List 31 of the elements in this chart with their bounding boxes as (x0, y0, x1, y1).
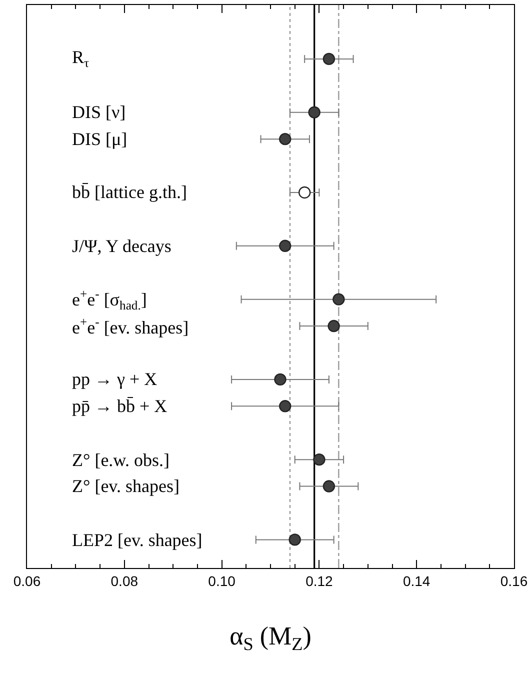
x-tick-label: 0.16 (500, 573, 528, 589)
point (313, 453, 326, 466)
y-tick-label: LEP2 [ev. shapes] (72, 530, 202, 550)
x-tick-label: 0.06 (13, 573, 41, 589)
x-tick-label: 0.14 (402, 573, 430, 589)
point (308, 106, 320, 118)
point (298, 186, 311, 199)
x-tick-label: 0.10 (208, 573, 236, 589)
point (279, 400, 292, 412)
y-tick-label: R$_{τ}$ (72, 47, 90, 70)
y-tick-label: J/Ψ, Υ decays (72, 236, 172, 256)
y-tick-label: Z° [e.w. obs.] (72, 450, 170, 470)
point (274, 373, 286, 386)
y-tick-label: DIS [μ] (72, 129, 128, 149)
x-tick-label: 0.08 (110, 573, 138, 589)
y-tick-label: e$^{+}$e$^{-}$ [ev. shapes] (72, 315, 189, 338)
y-tick-label: Z° [ev. shapes] (72, 476, 180, 496)
y-tick-label: DIS [ν] (72, 102, 126, 122)
y-tick-label: pp → γ + X (72, 369, 158, 389)
point (279, 240, 292, 252)
point (328, 320, 340, 332)
y-tick-label: bb̄ [lattice g.th.] (72, 182, 187, 202)
y-tick-label: e$^{+}$e$^{-}$ [σ$_{had.}$] (72, 287, 147, 312)
point (288, 534, 301, 546)
y-tick-label: pp̄ → bb̄ + X (72, 396, 168, 416)
x-axis-title: α$_{S}$ (M$_{Z}$) (230, 622, 312, 654)
x-tick-label: 0.12 (306, 573, 334, 589)
point (322, 52, 336, 66)
point (279, 132, 292, 146)
point (322, 480, 336, 492)
point (332, 293, 345, 306)
